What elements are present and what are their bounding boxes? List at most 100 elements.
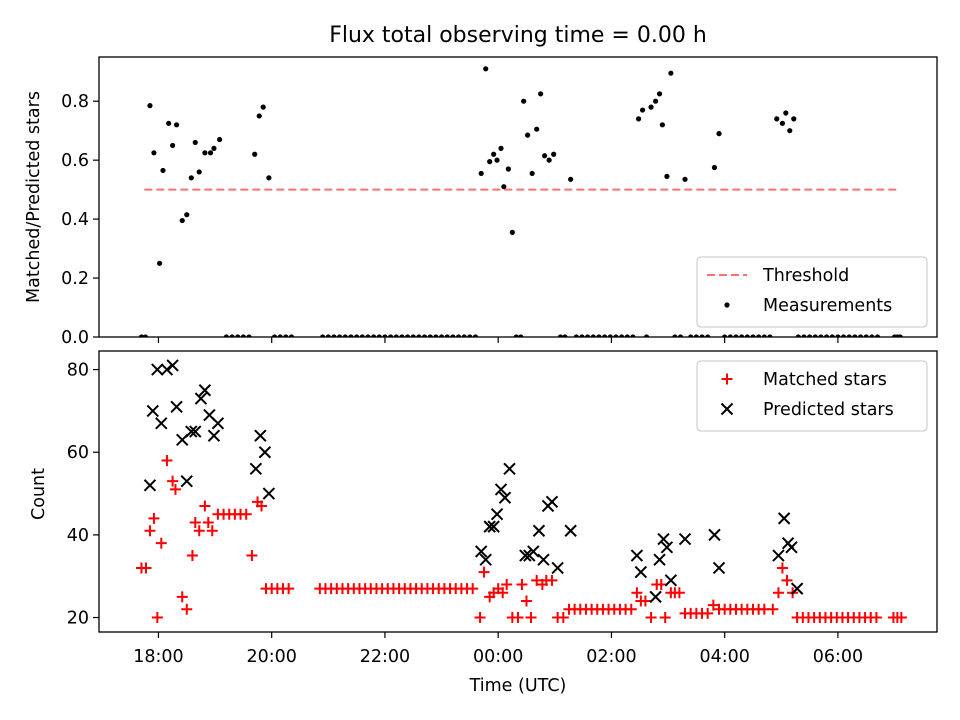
bottom-series-matched-stars-point xyxy=(546,574,558,586)
bottom-legend-box xyxy=(696,360,928,432)
bottom-series-matched-stars-point xyxy=(781,574,793,586)
bottom-series-predicted-stars-point xyxy=(151,363,164,376)
bottom-series-matched-stars-point xyxy=(256,500,268,512)
top-y-tick-label: 0.6 xyxy=(61,151,89,171)
top-series-measurements-point xyxy=(211,145,217,151)
top-series-measurements-point xyxy=(509,229,515,235)
bottom-series-matched-stars-point xyxy=(151,612,163,624)
x-axis-label: Time (UTC) xyxy=(469,676,567,696)
bottom-series-predicted-stars-point xyxy=(198,384,212,397)
bottom-y-tick-label: 80 xyxy=(67,361,89,381)
bottom-series-predicted-stars-point xyxy=(785,541,798,554)
top-y-tick-label: 0.2 xyxy=(61,269,89,289)
bottom-series-matched-stars-point xyxy=(639,595,651,607)
bottom-series-matched-stars-point xyxy=(497,587,509,599)
top-series-measurements-point xyxy=(636,116,642,122)
bottom-series-matched-stars-point xyxy=(169,483,181,495)
bottom-series-matched-stars-point xyxy=(176,591,188,603)
top-panel: 0.0 0.2 0.4 0.6 0.8 Threshold Measurements xyxy=(61,56,938,348)
top-series-measurements-point xyxy=(173,122,180,128)
top-series-measurements-point xyxy=(779,120,786,126)
top-series-measurements-point xyxy=(217,136,223,143)
bottom-series-predicted-stars-point xyxy=(249,462,263,475)
bottom-series-predicted-stars-point xyxy=(564,524,577,537)
bottom-series-matched-stars-point xyxy=(767,603,779,615)
top-series-measurements-point xyxy=(260,104,266,110)
top-y-tick-label: 0.0 xyxy=(61,328,89,348)
top-series-measurements-point xyxy=(179,217,185,224)
bottom-series-predicted-stars-point xyxy=(483,520,496,533)
bottom-series-predicted-stars-point xyxy=(189,425,202,438)
bottom-marks xyxy=(135,359,907,624)
bottom-series-predicted-stars-point xyxy=(657,532,670,546)
top-series-measurements-point xyxy=(648,104,654,110)
bottom-series-predicted-stars-point xyxy=(790,582,804,595)
bottom-x-tick-label: 18:00 xyxy=(133,647,183,667)
bottom-series-matched-stars-point xyxy=(870,612,882,624)
bottom-series-matched-stars-point xyxy=(240,508,252,520)
bottom-series-matched-stars-point xyxy=(673,587,685,599)
top-series-measurements-point xyxy=(170,142,176,149)
top-series-measurements-point xyxy=(487,159,493,165)
bottom-series-matched-stars-point xyxy=(895,612,907,624)
bottom-series-matched-stars-point xyxy=(155,537,167,549)
bottom-series-predicted-stars-point xyxy=(660,541,674,554)
bottom-x-tick-label: 06:00 xyxy=(813,647,863,667)
top-series-measurements-point xyxy=(266,175,272,181)
bottom-series-matched-stars-point xyxy=(631,587,643,599)
top-series-measurements-point xyxy=(682,176,688,182)
bottom-series-predicted-stars-point xyxy=(494,483,508,496)
bottom-series-matched-stars-point xyxy=(467,583,479,595)
top-series-measurements-point xyxy=(652,98,659,104)
bottom-legend-entry-predicted-stars-label: Predicted stars xyxy=(763,400,894,420)
bottom-series-predicted-stars-point xyxy=(503,462,516,475)
bottom-x-tick-label: 04:00 xyxy=(699,647,749,667)
top-series-measurements-point xyxy=(498,145,504,151)
top-series-measurements-point xyxy=(664,173,670,179)
top-series-measurements-point xyxy=(196,169,202,175)
bottom-series-predicted-stars-point xyxy=(194,392,208,405)
top-series-measurements-point xyxy=(156,260,163,266)
top-series-measurements-point xyxy=(525,132,531,138)
bottom-x-tick-label: 02:00 xyxy=(586,647,636,667)
bottom-series-predicted-stars-point xyxy=(545,495,559,509)
bottom-series-matched-stars-point xyxy=(246,550,258,562)
bottom-series-matched-stars-point xyxy=(283,583,295,595)
bottom-legend-entry-matched-stars-label: Matched stars xyxy=(763,370,887,390)
bottom-y-tick-label: 40 xyxy=(67,526,89,546)
bottom-series-matched-stars-point xyxy=(478,566,490,578)
bottom-series-predicted-stars-point xyxy=(180,474,193,488)
bottom-series-matched-stars-point xyxy=(202,516,214,528)
bottom-series-predicted-stars-point xyxy=(487,520,500,533)
bottom-series-predicted-stars-point xyxy=(258,446,272,459)
bottom-series-predicted-stars-point xyxy=(490,508,504,521)
top-series-measurements-point xyxy=(656,91,663,97)
bottom-series-predicted-stars-point xyxy=(772,549,785,562)
bottom-series-matched-stars-point xyxy=(148,512,160,524)
bottom-series-matched-stars-point xyxy=(189,516,201,528)
bottom-series-predicted-stars-point xyxy=(634,565,648,579)
top-series-measurements-point xyxy=(774,116,780,122)
bottom-series-matched-stars-point xyxy=(525,612,537,624)
top-series-measurements-point xyxy=(787,128,793,134)
bottom-series-predicted-stars-point xyxy=(527,545,540,558)
top-series-measurements-point xyxy=(160,167,166,174)
bottom-legend-entry-predicted-stars-swatch xyxy=(720,402,734,416)
bottom-series-matched-stars-point xyxy=(193,525,205,537)
top-series-measurements-point xyxy=(534,126,540,132)
top-series-measurements-point xyxy=(192,139,198,146)
bottom-series-matched-stars-point xyxy=(140,562,152,574)
bottom-series-predicted-stars-point xyxy=(155,417,168,430)
bottom-series-matched-stars-point xyxy=(645,612,657,624)
bottom-series-predicted-stars-point xyxy=(211,417,225,430)
bottom-series-matched-stars-point xyxy=(181,603,193,615)
bottom-series-predicted-stars-point xyxy=(160,363,174,376)
top-marks xyxy=(138,66,903,337)
top-series-measurements-point xyxy=(791,116,797,122)
bottom-series-matched-stars-point xyxy=(474,612,486,624)
top-series-measurements-point xyxy=(542,153,548,159)
bottom-series-matched-stars-point xyxy=(772,587,784,599)
bottom-series-predicted-stars-point xyxy=(712,561,726,575)
top-series-measurements-point xyxy=(783,110,789,116)
